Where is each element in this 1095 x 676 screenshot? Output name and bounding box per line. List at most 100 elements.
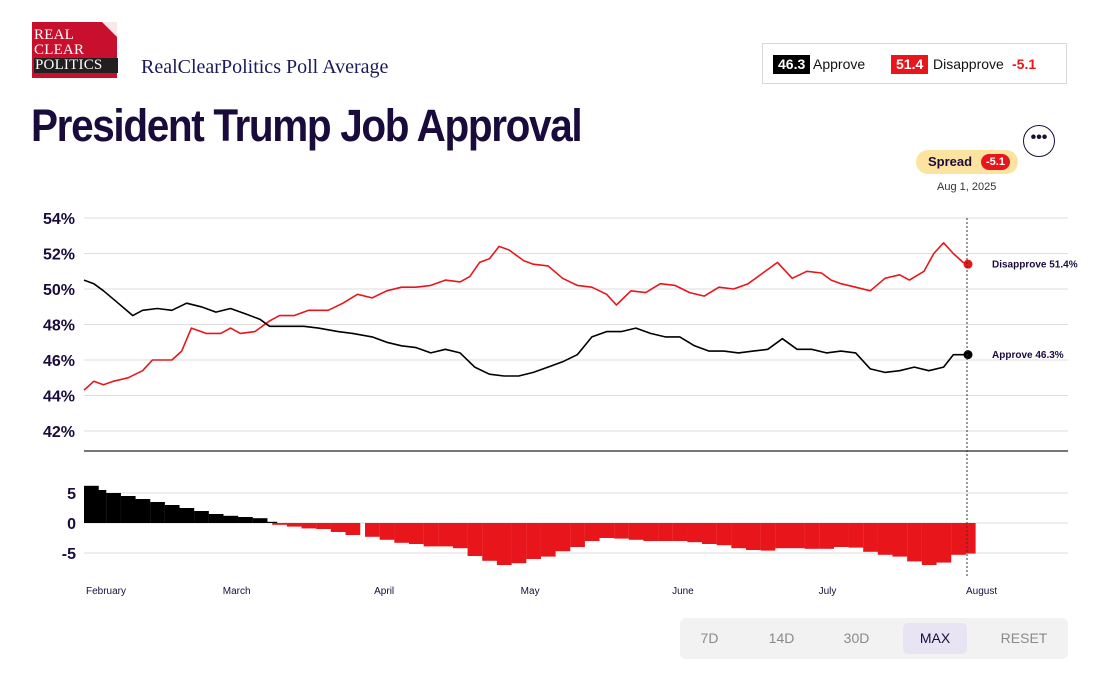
spread-bar — [223, 515, 239, 523]
approve-legend-label: Approve — [813, 56, 866, 72]
spread-bar — [365, 523, 380, 537]
range-reset-button[interactable]: RESET — [1000, 630, 1048, 646]
spread-bar — [702, 523, 717, 544]
source-label: RealClearPolitics Poll Average — [141, 56, 389, 78]
x-tick-label: May — [521, 586, 540, 597]
legend-box: 46.3 Approve 51.4 Disapprove -5.1 — [762, 43, 1067, 84]
spread-bar — [731, 523, 747, 549]
spread-bar — [936, 523, 952, 563]
logo-line-2: CLEAR — [34, 42, 85, 58]
y-tick-label: 54% — [43, 211, 75, 228]
spread-y-tick-label: 0 — [67, 516, 76, 533]
spread-bar — [863, 523, 878, 552]
spread-bar — [643, 523, 659, 541]
spread-pill-value: -5.1 — [981, 154, 1010, 170]
logo-line-1: REAL — [34, 27, 74, 43]
legend-spread-value: -5.1 — [1012, 56, 1037, 72]
spread-bar — [467, 523, 483, 556]
spread-pill: Spread -5.1 — [916, 150, 1018, 174]
spread-bar — [452, 523, 468, 549]
spread-bar — [833, 523, 849, 547]
spread-bar — [423, 523, 439, 547]
spread-bar — [345, 523, 361, 535]
spread-bar — [272, 523, 287, 525]
hover-date-label: Aug 1, 2025 — [937, 181, 997, 193]
spread-bar — [819, 523, 834, 549]
spread-bar — [394, 523, 410, 543]
rcp-logo: REAL CLEAR POLITICS — [32, 22, 118, 78]
spread-bar — [164, 505, 180, 523]
spread-bar — [238, 517, 253, 523]
approve-end-marker — [963, 350, 973, 360]
spread-bar — [672, 523, 688, 541]
spread-bar — [150, 502, 165, 523]
x-tick-label: July — [819, 586, 837, 597]
spread-bar — [496, 523, 512, 565]
approve-end-label: Approve 46.3% — [992, 350, 1064, 361]
disapprove-end-label: Disapprove 51.4% — [992, 260, 1078, 271]
more-options-button[interactable]: ••• — [1023, 125, 1055, 157]
spread-bar — [789, 523, 805, 549]
spread-bar — [301, 523, 317, 529]
spread-bar — [194, 511, 209, 523]
disapprove-value-badge: 51.4 — [891, 55, 929, 74]
spread-bar — [106, 493, 121, 523]
spread-bar — [179, 508, 195, 523]
spread-bar — [687, 523, 703, 543]
disapprove-line — [83, 242, 969, 391]
range-30d-button[interactable]: 30D — [843, 630, 870, 646]
spread-bar — [584, 523, 600, 541]
y-tick-label: 44% — [43, 389, 75, 406]
logo-line-3: POLITICS — [34, 58, 118, 73]
x-tick-label: April — [374, 586, 394, 597]
spread-bar — [511, 523, 527, 564]
y-tick-label: 52% — [43, 247, 75, 264]
y-tick-label: 48% — [43, 318, 75, 335]
spread-bar — [877, 523, 893, 555]
spread-bar — [804, 523, 820, 549]
range-selector: 7D 14D 30D MAX RESET — [680, 618, 1068, 659]
spread-bar — [921, 523, 937, 565]
spread-bar — [614, 523, 629, 539]
spread-bar — [286, 523, 302, 527]
page-title: President Trump Job Approval — [31, 100, 583, 151]
approve-line — [83, 279, 968, 377]
disapprove-end-marker — [963, 259, 973, 269]
spread-bar — [760, 523, 776, 551]
spread-bar — [540, 523, 556, 557]
spread-bar — [775, 523, 791, 549]
spread-bar — [91, 490, 107, 523]
range-max-button[interactable]: MAX — [903, 623, 967, 654]
spread-bar — [745, 523, 761, 550]
range-14d-button[interactable]: 14D — [768, 630, 795, 646]
spread-y-tick-label: -5 — [62, 546, 76, 563]
y-tick-label: 46% — [43, 353, 75, 370]
disapprove-legend-label: Disapprove — [933, 56, 1004, 72]
spread-bar — [599, 523, 615, 538]
x-tick-label: March — [223, 586, 251, 597]
spread-bar — [907, 523, 922, 562]
spread-pill-label: Spread — [928, 154, 973, 169]
spread-bar — [438, 523, 454, 547]
y-tick-label: 50% — [43, 282, 75, 299]
spread-bar — [526, 523, 541, 559]
spread-bar — [960, 523, 976, 554]
range-7d-button[interactable]: 7D — [700, 630, 719, 646]
x-tick-label: June — [672, 586, 694, 597]
spread-bar — [482, 523, 497, 561]
spread-bar — [135, 499, 151, 523]
spread-bar — [848, 523, 864, 548]
x-tick-label: August — [966, 586, 997, 597]
spread-bar — [892, 523, 908, 557]
spread-bar — [379, 523, 395, 540]
spread-bar — [316, 523, 331, 529]
spread-bar — [208, 514, 224, 523]
spread-bar — [120, 496, 136, 523]
spread-bar — [658, 523, 673, 541]
spread-bar — [716, 523, 732, 546]
spread-bar — [555, 523, 571, 552]
spread-bar — [330, 523, 346, 532]
spread-bar — [252, 518, 268, 523]
spread-bar — [628, 523, 644, 540]
